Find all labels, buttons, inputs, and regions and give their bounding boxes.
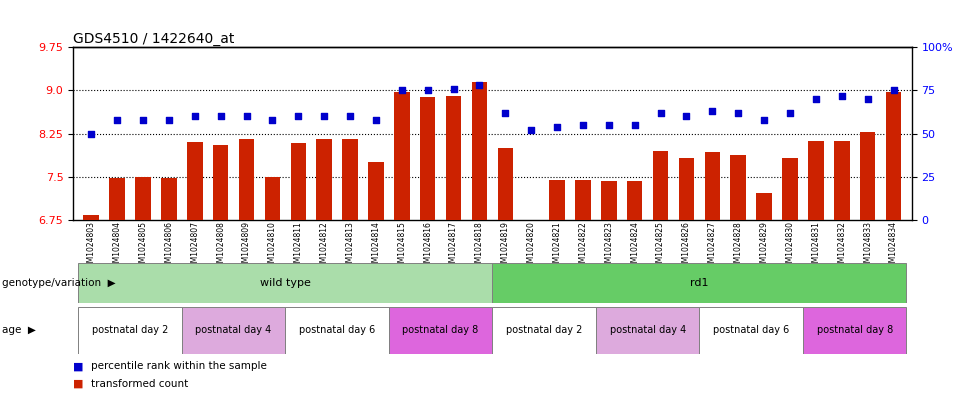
Point [420,87,436,94]
Bar [161,178,176,220]
Point [885,87,901,94]
Bar [84,215,99,220]
Text: ■: ■ [73,362,84,371]
Point [757,117,772,123]
Bar [653,151,668,220]
Bar [291,143,306,220]
Bar [109,178,125,220]
Point [239,113,254,119]
Point [264,117,280,123]
Text: postnatal day 8: postnatal day 8 [817,325,893,335]
Point [213,113,228,119]
Bar [549,180,565,220]
Bar [497,148,513,220]
Bar [524,220,539,221]
Text: transformed count: transformed count [91,379,188,389]
Bar [808,141,824,220]
Bar [317,140,332,220]
Point [524,127,539,133]
Bar [389,307,492,354]
Point [84,130,99,137]
Bar [472,82,488,220]
Point [316,113,332,119]
Point [653,110,669,116]
Point [705,108,721,114]
Point [342,113,358,119]
Point [472,82,488,88]
Bar [803,307,907,354]
Text: postnatal day 8: postnatal day 8 [403,325,479,335]
Bar [627,182,643,220]
Bar [420,97,436,220]
Point [730,110,746,116]
Text: genotype/variation  ▶: genotype/variation ▶ [2,278,116,288]
Bar [446,96,461,220]
Text: wild type: wild type [260,278,311,288]
Bar [601,182,616,220]
Point [136,117,151,123]
Point [291,113,306,119]
Text: postnatal day 6: postnatal day 6 [713,325,790,335]
Bar [679,158,694,220]
Bar [264,177,280,220]
Text: age  ▶: age ▶ [2,325,36,335]
Point [187,113,203,119]
Bar [181,307,286,354]
Point [601,122,616,128]
Bar [885,92,901,220]
Point [627,122,643,128]
Point [834,92,849,99]
Bar [286,307,389,354]
Point [394,87,410,94]
Bar [834,141,849,220]
Point [446,86,461,92]
Text: percentile rank within the sample: percentile rank within the sample [91,362,266,371]
Bar [492,263,907,303]
Point [109,117,125,123]
Bar [699,307,803,354]
Text: postnatal day 4: postnatal day 4 [609,325,685,335]
Bar [239,140,254,220]
Point [782,110,798,116]
Point [161,117,176,123]
Bar [369,162,384,220]
Bar [492,307,596,354]
Bar [136,177,151,220]
Point [679,113,694,119]
Text: postnatal day 2: postnatal day 2 [506,325,582,335]
Text: rd1: rd1 [690,278,709,288]
Point [575,122,591,128]
Bar [78,263,492,303]
Point [860,96,876,102]
Bar [860,132,876,220]
Bar [342,140,358,220]
Bar [705,152,721,220]
Text: GDS4510 / 1422640_at: GDS4510 / 1422640_at [73,32,235,46]
Bar [213,145,228,220]
Point [808,96,824,102]
Point [369,117,384,123]
Text: postnatal day 6: postnatal day 6 [299,325,375,335]
Point [549,123,565,130]
Bar [575,180,591,220]
Bar [782,158,798,220]
Bar [78,307,181,354]
Text: postnatal day 2: postnatal day 2 [92,325,169,335]
Point [497,110,513,116]
Text: ■: ■ [73,379,84,389]
Bar [757,193,772,220]
Bar [187,142,203,220]
Bar [730,155,746,220]
Bar [596,307,699,354]
Text: postnatal day 4: postnatal day 4 [195,325,272,335]
Bar [394,92,410,220]
